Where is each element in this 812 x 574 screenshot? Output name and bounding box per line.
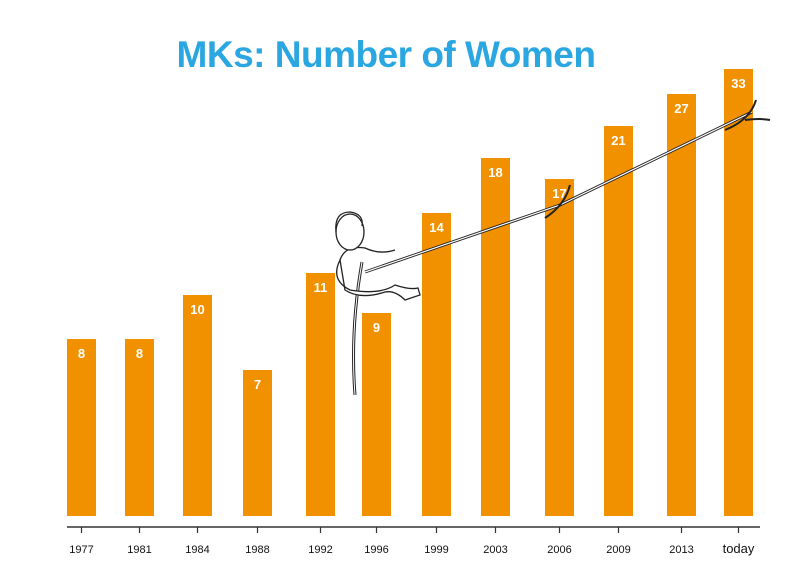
bar-1999 <box>422 213 451 516</box>
x-tick-label-1977: 1977 <box>69 544 93 556</box>
data-label-1999: 14 <box>429 220 444 235</box>
data-label-1977: 8 <box>78 346 85 361</box>
woman-body-icon <box>336 257 421 301</box>
data-label-2013: 27 <box>674 101 688 116</box>
bar-2006 <box>545 179 574 516</box>
x-tick-label-2003: 2003 <box>483 544 507 556</box>
woman-arm-icon <box>339 246 396 261</box>
rope-loop-2006 <box>544 184 571 219</box>
bar-1992 <box>306 273 335 516</box>
data-label-1992: 11 <box>314 280 328 295</box>
data-label-2003: 18 <box>488 165 502 180</box>
bar-1988 <box>243 370 272 516</box>
x-tick-label-1999: 1999 <box>424 544 448 556</box>
bar-1996 <box>362 313 391 516</box>
x-tick-label-today: today <box>723 541 755 556</box>
data-label-2006: 17 <box>552 186 566 201</box>
x-tick-label-1992: 1992 <box>308 544 332 556</box>
chart-title: MKs: Number of Women <box>176 34 596 75</box>
bar-2013 <box>667 94 696 516</box>
x-tick-label-1984: 1984 <box>185 544 209 556</box>
bar-1984 <box>183 295 212 516</box>
data-label-2009: 21 <box>611 133 625 148</box>
x-tick-label-2006: 2006 <box>547 544 571 556</box>
data-label-1984: 10 <box>190 302 204 317</box>
data-label-today: 33 <box>731 76 745 91</box>
bar-2009 <box>604 126 633 516</box>
data-label-1988: 7 <box>254 377 261 392</box>
rope-knot-today <box>724 99 771 131</box>
x-tick-label-2009: 2009 <box>606 544 630 556</box>
pole-highlight <box>353 261 363 396</box>
x-tick-label-1988: 1988 <box>245 544 269 556</box>
data-label-1981: 8 <box>136 346 143 361</box>
data-label-1996: 9 <box>373 320 380 335</box>
bar-1977 <box>67 339 96 516</box>
bar-2003 <box>481 158 510 516</box>
x-tick-label-1981: 1981 <box>127 544 151 556</box>
pole-icon <box>352 261 364 396</box>
bar-today <box>724 69 753 516</box>
woman-head-icon <box>335 213 365 251</box>
x-tick-label-1996: 1996 <box>364 544 388 556</box>
woman-hair-icon <box>335 211 363 233</box>
x-tick-label-2013: 2013 <box>669 544 693 556</box>
bar-1981 <box>125 339 154 516</box>
